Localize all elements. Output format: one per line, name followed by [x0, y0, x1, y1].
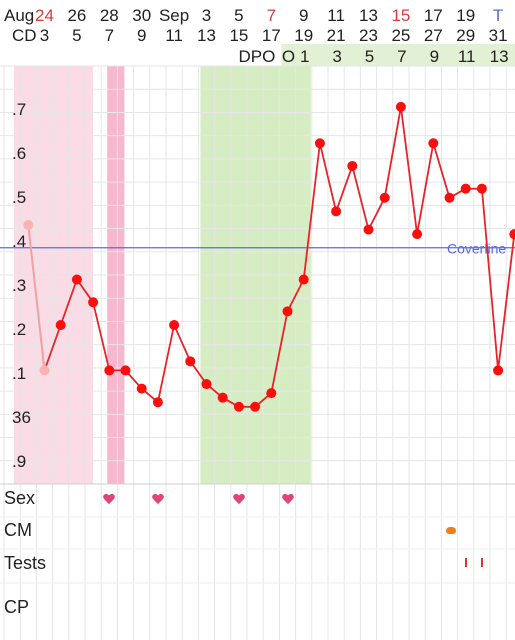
header-date: Sep — [159, 6, 189, 25]
header-dpo-value: 9 — [430, 47, 439, 66]
temp-point — [23, 220, 34, 231]
header-date: 17 — [424, 6, 443, 25]
heart-icon — [152, 494, 164, 504]
temp-point — [412, 229, 423, 240]
header-dpo-value: 7 — [397, 47, 406, 66]
header-dpo-label: DPO — [238, 47, 275, 66]
header-dpo-value: 13 — [490, 47, 509, 66]
header-date: 24 — [35, 6, 54, 25]
cm-drop-icon — [445, 527, 456, 534]
header-dpo-value: 1 — [300, 47, 309, 66]
header-cycle-day: 15 — [229, 26, 248, 45]
header-month-label: Aug — [4, 6, 34, 25]
header-dpo-value: 5 — [365, 47, 374, 66]
temp-point — [201, 379, 212, 390]
temp-point — [282, 306, 293, 317]
row-label-sex: Sex — [4, 488, 36, 508]
header-date: 19 — [456, 6, 475, 25]
y-axis-label: .5 — [12, 188, 26, 207]
header-dpo-value: 3 — [332, 47, 341, 66]
header-cycle-day: 31 — [489, 26, 508, 45]
y-axis-label: .2 — [12, 320, 26, 339]
header-date: 7 — [267, 6, 276, 25]
temp-point — [444, 192, 455, 203]
temp-point — [266, 388, 277, 399]
y-axis-label: .1 — [12, 364, 26, 383]
header-cycle-day: 23 — [359, 26, 378, 45]
row-label-cm: CM — [4, 520, 32, 540]
header-cycle-day: 21 — [327, 26, 346, 45]
header-date: 26 — [67, 6, 86, 25]
temp-point — [120, 365, 131, 376]
test-marker-icon — [464, 558, 467, 567]
temp-point — [88, 297, 99, 308]
temp-point — [493, 365, 504, 376]
heart-icon — [103, 494, 115, 504]
temp-point — [233, 401, 244, 412]
temp-point — [298, 274, 309, 285]
temp-point — [185, 356, 196, 367]
header-cycle-day: 29 — [456, 26, 475, 45]
header-dpo-value: O — [282, 47, 295, 66]
temp-point — [217, 392, 228, 403]
header-cycle-day: 3 — [40, 26, 49, 45]
header-date: T — [493, 6, 503, 25]
header-cycle-day: 17 — [262, 26, 281, 45]
header-cycle-day: 27 — [424, 26, 443, 45]
temp-point — [331, 206, 342, 217]
y-axis-label: .6 — [12, 144, 26, 163]
header-date: 3 — [202, 6, 211, 25]
header-date: 5 — [234, 6, 243, 25]
y-axis-label: .4 — [12, 232, 26, 251]
header-cycle-day: 9 — [137, 26, 146, 45]
temp-point — [314, 138, 325, 149]
header-date: 9 — [299, 6, 308, 25]
test-marker-icon — [480, 558, 483, 567]
temp-point — [428, 138, 439, 149]
temp-point — [509, 229, 515, 240]
header-date: 30 — [132, 6, 151, 25]
coverline-label: Coverline — [447, 241, 506, 257]
temp-point — [71, 274, 82, 285]
header-cycle-day: 11 — [165, 26, 183, 45]
header-date: 11 — [327, 6, 345, 25]
temp-point — [476, 183, 487, 194]
y-axis-label: .9 — [12, 452, 26, 471]
row-label-tests: Tests — [4, 553, 47, 573]
y-axis-label: .3 — [12, 276, 26, 295]
header-date: 15 — [391, 6, 410, 25]
y-axis-label: .7 — [12, 100, 26, 119]
temp-point — [55, 319, 66, 330]
temp-point — [39, 365, 50, 376]
header-cycle-day: 5 — [72, 26, 81, 45]
temp-point — [347, 160, 358, 171]
header-dpo-value: 11 — [458, 47, 476, 66]
temp-point — [169, 319, 180, 330]
row-label-cp: CP — [4, 597, 30, 617]
header-date: 28 — [100, 6, 119, 25]
temp-point — [136, 383, 147, 394]
heart-icon — [282, 494, 294, 504]
temp-point — [363, 224, 374, 235]
temp-point — [104, 365, 115, 376]
header-cycle-day: 7 — [105, 26, 114, 45]
header-date: 13 — [359, 6, 378, 25]
temp-line-faded — [27, 224, 46, 371]
header-cycle-day: 19 — [294, 26, 313, 45]
temp-point — [460, 183, 471, 194]
heart-icon — [233, 494, 245, 504]
temp-point — [152, 397, 163, 408]
header-cycle-day: 13 — [197, 26, 216, 45]
temp-point — [379, 192, 390, 203]
header-cd-label: CD — [12, 26, 37, 45]
temp-point — [395, 101, 406, 112]
dpo-header-band — [281, 44, 515, 66]
y-axis-label: 36 — [12, 408, 31, 427]
temp-point — [250, 401, 261, 412]
header-cycle-day: 25 — [391, 26, 410, 45]
